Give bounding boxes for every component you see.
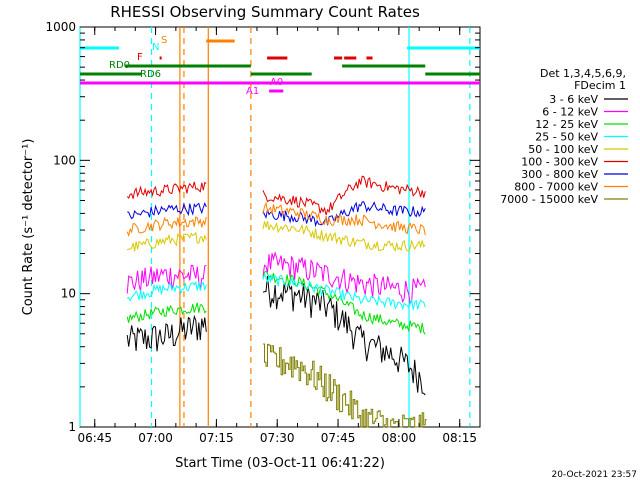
legend-entry-label: 7000 - 15000 keV: [500, 193, 598, 206]
legend-entry-label: 300 - 800 keV: [521, 168, 598, 181]
series-2: [126, 270, 426, 335]
flag-labels: F SN RD0 RD6 A0 A1: [109, 35, 283, 97]
series-line: [126, 231, 207, 252]
x-tick-label: 08:15: [442, 431, 477, 445]
x-axis-label: Start Time (03-Oct-11 06:41:22): [175, 456, 385, 471]
series-5: [126, 175, 426, 216]
legend-entry-label: 3 - 6 keV: [549, 93, 598, 106]
legend-header: FDecim 1: [574, 79, 626, 92]
legend-entry-label: 100 - 300 keV: [521, 156, 598, 169]
series-line: [262, 272, 426, 311]
series-line: [126, 216, 207, 238]
series-8: [263, 343, 427, 428]
series-0: [126, 275, 426, 396]
x-tick-label: 07:15: [199, 431, 234, 445]
y-tick-label: 1000: [45, 20, 76, 34]
vertical-markers: [79, 27, 471, 427]
legend-entry-label: 50 - 100 keV: [528, 143, 598, 156]
series-line: [263, 343, 427, 428]
x-tick-label: 07:00: [138, 431, 173, 445]
series-line: [127, 202, 207, 220]
series-7: [126, 201, 426, 238]
series-line: [262, 201, 426, 236]
legend-entry-label: 12 - 25 keV: [535, 118, 598, 131]
series-line: [262, 270, 426, 335]
x-tick-label: 07:30: [260, 431, 295, 445]
y-tick-label: 10: [61, 287, 76, 301]
series-curves: [126, 175, 427, 428]
x-tick-label: 08:00: [382, 431, 417, 445]
flag-label: S: [161, 35, 167, 46]
series-line: [262, 201, 426, 228]
flag-label: RD0: [109, 60, 130, 71]
legend-entry-label: 800 - 7000 keV: [514, 181, 598, 194]
flag-label: RD6: [140, 69, 161, 80]
y-axis-label: Count Rate (s⁻¹ detector⁻¹): [21, 139, 36, 316]
series-4: [126, 221, 426, 252]
series-3: [127, 272, 426, 311]
flag-label: A1: [246, 86, 259, 97]
footer-date: 20-Oct-2021 23:57: [552, 470, 637, 480]
series-6: [127, 201, 426, 228]
flag-label: F: [137, 52, 143, 63]
series-line: [126, 181, 207, 199]
series-line: [126, 302, 207, 323]
chart-title: RHESSI Observing Summary Count Rates: [110, 3, 420, 21]
flag-bars: [80, 39, 480, 93]
legend-header: Det 1,3,4,5,6,9,: [540, 67, 626, 80]
y-tick-label: 100: [53, 153, 76, 167]
series-line: [262, 275, 426, 396]
flag-label: N: [152, 42, 159, 53]
flag-label: A0: [270, 77, 283, 88]
y-tick-label: 1: [68, 420, 76, 434]
x-tick-label: 06:45: [77, 431, 112, 445]
series-line: [262, 175, 426, 216]
axes: 06:45 07:00 07:15 07:30 07:45 08:00 08:15 1 10 10…: [45, 20, 481, 445]
series-line: [262, 251, 426, 306]
series-line: [126, 314, 207, 352]
x-tick-label: 07:45: [321, 431, 356, 445]
series-line: [262, 221, 426, 252]
legend-entry-label: 25 - 50 keV: [535, 131, 598, 144]
legend-entry-label: 6 - 12 keV: [542, 106, 598, 119]
series-line: [127, 281, 207, 302]
